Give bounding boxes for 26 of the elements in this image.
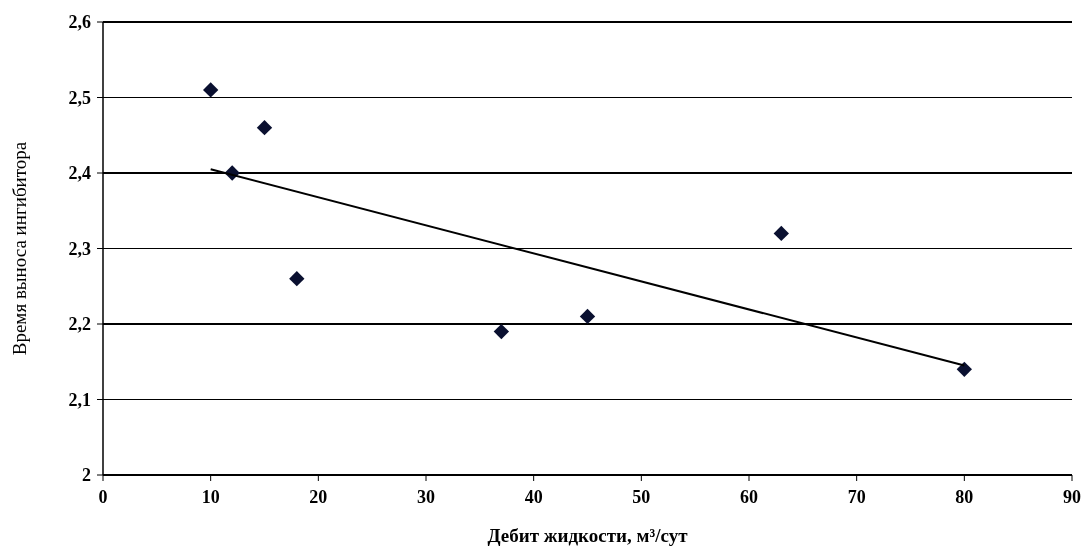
y-tick-label: 2,6 (68, 12, 91, 32)
point (289, 271, 305, 287)
x-tick-label: 20 (309, 487, 328, 507)
x-tick-label: 80 (955, 487, 974, 507)
x-tick-label: 50 (632, 487, 651, 507)
point (579, 308, 596, 325)
y-tick-label: 2,5 (68, 87, 91, 108)
point (773, 225, 789, 242)
point (493, 323, 510, 340)
point (256, 120, 273, 136)
y-tick-label: 2,2 (68, 314, 91, 334)
x-axis-title: Дебит жидкости, м³/сут (487, 525, 689, 546)
x-tick-label: 60 (740, 487, 758, 507)
x-tick-label: 30 (417, 487, 435, 507)
point (203, 82, 219, 98)
x-tick-label: 40 (524, 487, 543, 507)
y-tick-label: 2,1 (68, 389, 91, 410)
x-tick-label: 10 (201, 487, 220, 507)
y-tick-label: 2 (82, 465, 91, 485)
x-tick-label: 70 (847, 487, 866, 507)
point (956, 361, 972, 377)
y-axis-title: Время выноса ингибитора (9, 141, 30, 356)
y-tick-label: 2,4 (68, 163, 91, 183)
x-tick-label: 0 (98, 487, 108, 507)
y-tick-label: 2,3 (68, 238, 91, 259)
x-tick-label: 90 (1063, 487, 1081, 507)
